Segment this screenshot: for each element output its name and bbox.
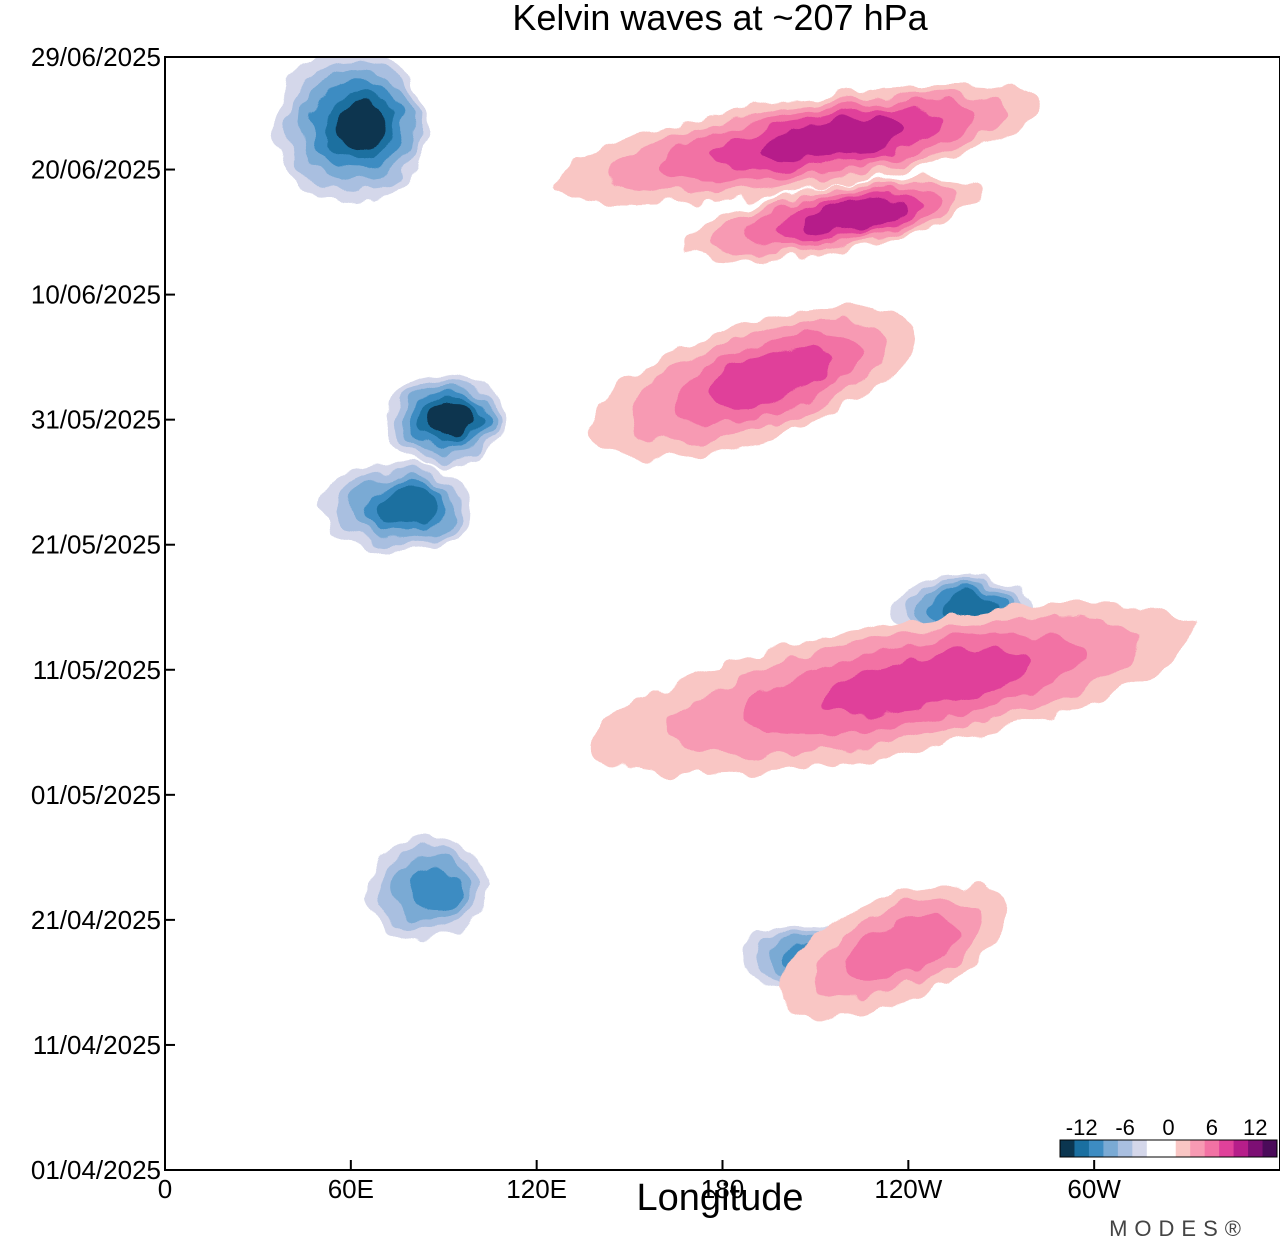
colorbar-swatch — [1088, 1140, 1104, 1157]
colorbar-label: -12 — [1066, 1115, 1098, 1140]
colorbar-swatch — [1132, 1140, 1148, 1157]
colorbar-swatch — [1175, 1140, 1191, 1157]
colorbar-swatch — [1248, 1140, 1264, 1157]
contour-level — [803, 198, 903, 233]
colorbar-label: -6 — [1115, 1115, 1135, 1140]
positive-anomaly — [591, 306, 916, 458]
negative-anomaly — [367, 836, 489, 941]
colorbar-label: 0 — [1162, 1115, 1174, 1140]
colorbar-frame — [1059, 1139, 1278, 1158]
y-tick-label: 01/05/2025 — [31, 780, 161, 810]
colorbar-swatch — [1219, 1140, 1235, 1157]
x-tick-label: 60E — [328, 1174, 374, 1204]
contour-level — [377, 489, 438, 525]
x-tick-label: 60W — [1067, 1174, 1121, 1204]
colorbar-swatch — [1074, 1140, 1090, 1157]
contour-level — [845, 915, 957, 981]
positive-anomaly — [679, 177, 983, 262]
colorbar-label: 12 — [1243, 1115, 1267, 1140]
colorbar-swatch — [1233, 1140, 1249, 1157]
y-tick-label: 21/05/2025 — [31, 530, 161, 560]
colorbar-swatch — [1117, 1140, 1133, 1157]
colorbar-swatch — [1060, 1140, 1075, 1157]
positive-anomaly — [589, 603, 1196, 775]
anomaly-field — [274, 57, 1196, 1018]
negative-anomaly — [383, 374, 505, 466]
colorbar-swatch — [1204, 1140, 1220, 1157]
y-tick-label: 21/04/2025 — [31, 905, 161, 935]
y-tick-label: 11/04/2025 — [33, 1030, 161, 1060]
contour-level — [821, 649, 1034, 715]
y-tick-label: 01/04/2025 — [31, 1155, 161, 1185]
negative-anomaly — [274, 57, 427, 203]
colorbar-swatch — [1146, 1140, 1162, 1157]
chart-title: Kelvin waves at ~207 hPa — [512, 0, 928, 38]
contour-level — [405, 866, 463, 911]
contour-level — [710, 346, 832, 407]
colorbar-swatch — [1103, 1140, 1119, 1157]
positive-anomaly — [777, 884, 1009, 1018]
y-tick-label: 29/06/2025 — [31, 42, 161, 72]
x-tick-label: 120W — [874, 1174, 942, 1204]
x-tick-label: 180 — [701, 1174, 744, 1204]
x-tick-label: 120E — [506, 1174, 567, 1204]
y-tick-label: 11/05/2025 — [33, 655, 161, 685]
negative-anomaly — [321, 461, 474, 553]
y-tick-label: 31/05/2025 — [31, 405, 161, 435]
positive-anomaly — [556, 84, 1044, 205]
x-axis: 0 60E 120E 180 120W 60W — [158, 1160, 1121, 1204]
colorbar-swatch — [1161, 1140, 1177, 1157]
contour-level — [335, 102, 391, 149]
contour-level — [428, 403, 478, 436]
y-tick-label: 10/06/2025 — [31, 280, 161, 310]
y-tick-label: 20/06/2025 — [31, 155, 161, 185]
colorbar-label: 6 — [1206, 1115, 1218, 1140]
x-axis-title: Longitude — [637, 1177, 804, 1219]
colorbar: -12 -6 0 6 12 — [1059, 1115, 1278, 1158]
y-axis: 29/06/2025 20/06/2025 10/06/2025 31/05/2025… — [31, 42, 175, 1185]
contour-level — [763, 117, 910, 160]
x-tick-label: 0 — [158, 1174, 172, 1204]
modes-logo: MODES® — [1109, 1216, 1248, 1241]
colorbar-swatch — [1190, 1140, 1206, 1157]
colorbar-swatch — [1262, 1140, 1278, 1157]
